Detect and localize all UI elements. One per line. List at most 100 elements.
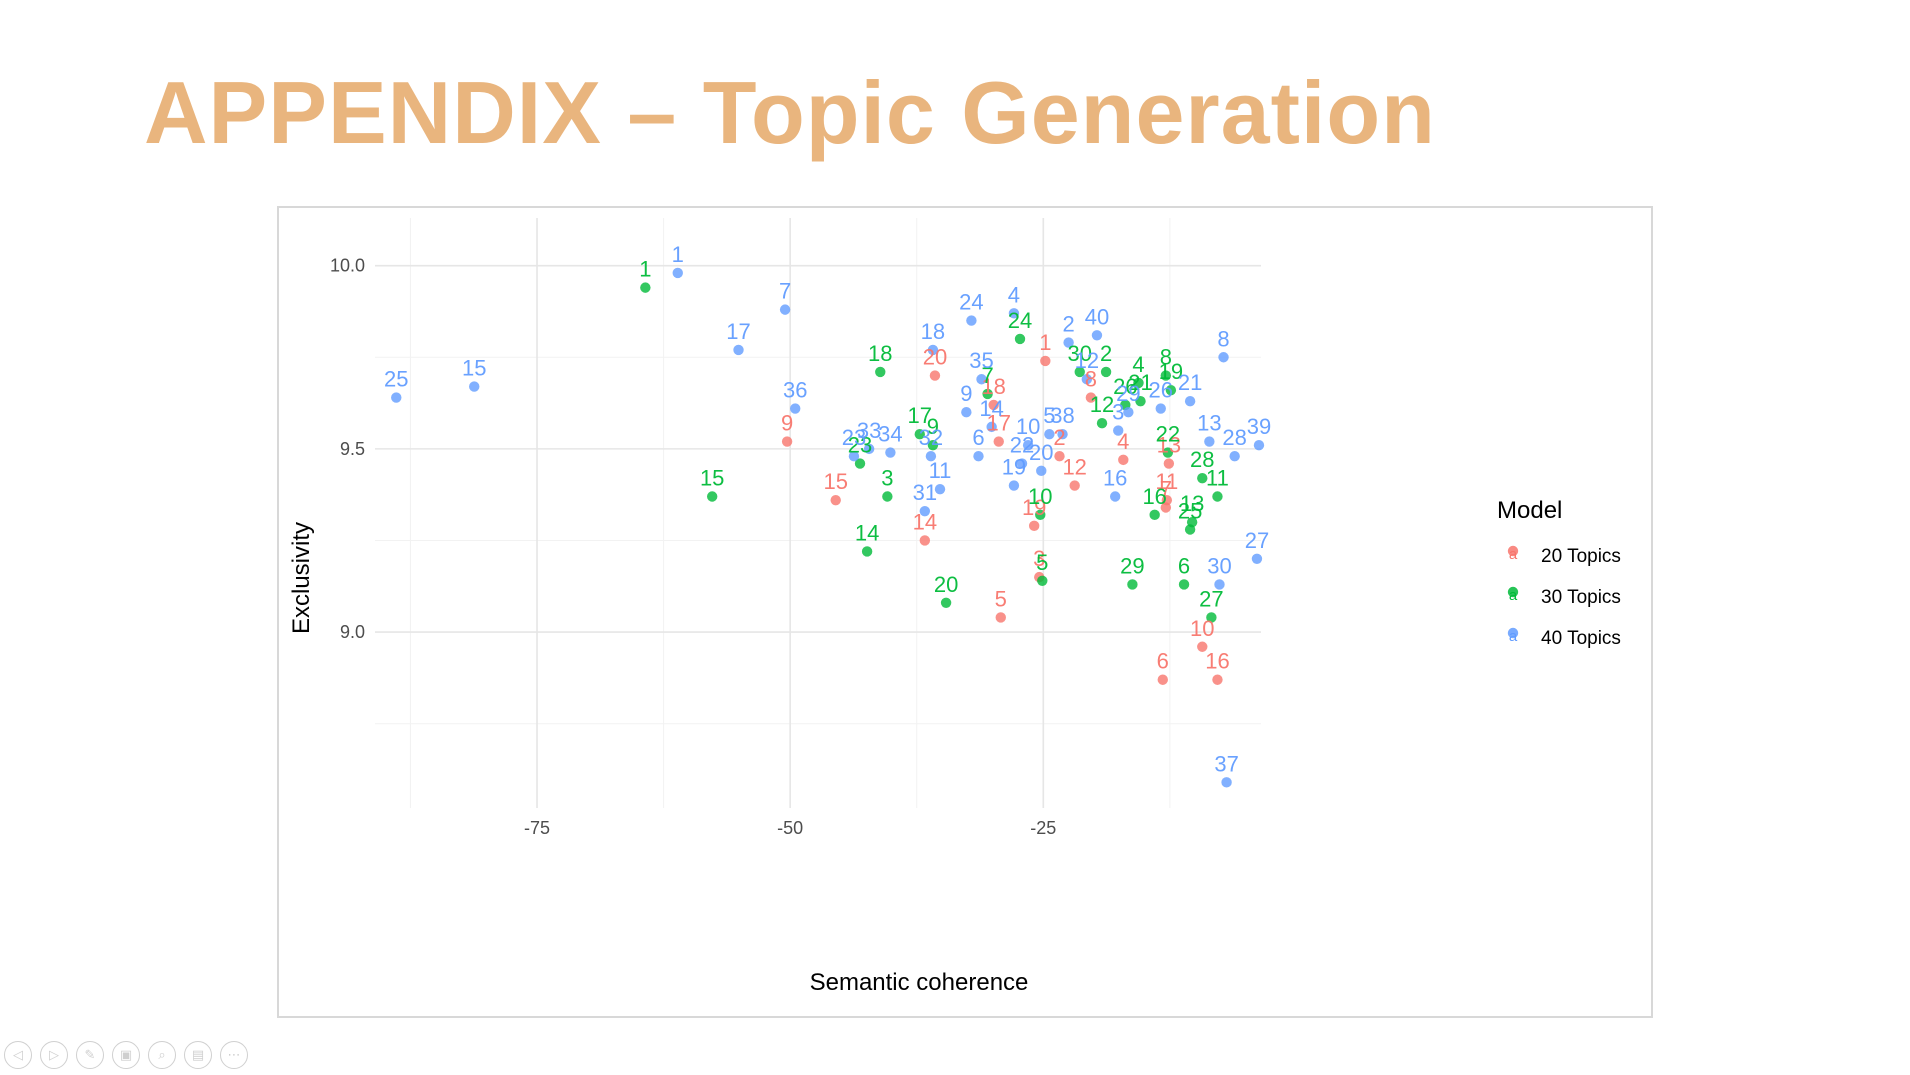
data-point-40-topics <box>973 450 984 462</box>
point-label-30-topics: 22 <box>1156 422 1180 447</box>
data-point-30-topics <box>1206 612 1217 623</box>
point-label-30-topics: 17 <box>908 403 932 428</box>
data-point-30-topics <box>1127 579 1138 590</box>
data-point-30-topics <box>882 491 893 502</box>
data-point-40-topics <box>1155 403 1166 414</box>
data-point-20-topics <box>1161 494 1173 506</box>
more-options-icon[interactable]: ⋯ <box>220 1041 248 1069</box>
point-label-20-topics: 6 <box>1157 649 1169 674</box>
data-point-30-topics <box>1133 377 1144 389</box>
data-point-40-topics <box>1218 352 1229 363</box>
y-tick-label: 9.5 <box>340 439 365 459</box>
y-tick-label: 10.0 <box>330 256 365 276</box>
point-label-40-topics: 31 <box>913 480 937 505</box>
point-label-40-topics: 16 <box>1103 466 1127 491</box>
x-tick-label: -50 <box>777 818 803 838</box>
point-label-20-topics: 15 <box>823 469 847 494</box>
data-point-30-topics <box>1035 509 1046 521</box>
point-label-20-topics: 5 <box>995 586 1007 611</box>
pen-icon[interactable]: ✎ <box>76 1041 104 1069</box>
slides-grid-icon[interactable]: ▣ <box>112 1041 140 1069</box>
point-label-20-topics: 4 <box>1117 429 1129 454</box>
point-label-30-topics: 19 <box>1159 359 1183 384</box>
data-point-20-topics <box>1157 674 1168 685</box>
legend-key-glyph: a <box>1509 546 1518 563</box>
point-label-40-topics: 2 <box>1062 312 1074 337</box>
data-point-30-topics <box>640 282 651 293</box>
point-label-30-topics: 7 <box>981 363 993 388</box>
data-point-20-topics <box>1118 454 1129 466</box>
data-point-20-topics <box>1163 458 1175 469</box>
data-point-30-topics <box>1162 447 1174 458</box>
slideshow-controls: ◁ ▷ ✎ ▣ ⌕ ▤ ⋯ <box>4 1041 248 1069</box>
data-point-30-topics <box>1165 385 1177 396</box>
data-point-20-topics <box>830 494 841 506</box>
point-label-40-topics: 28 <box>1222 425 1246 450</box>
data-point-40-topics <box>469 381 480 392</box>
point-label-40-topics: 27 <box>1245 528 1269 553</box>
data-point-30-topics <box>1135 396 1146 407</box>
subtitles-icon[interactable]: ▤ <box>184 1041 212 1069</box>
data-point-40-topics <box>733 344 744 356</box>
data-point-20-topics <box>1212 674 1223 685</box>
major-gridlines <box>375 218 1261 808</box>
point-label-30-topics: 16 <box>1142 484 1166 509</box>
data-point-40-topics <box>1253 440 1265 451</box>
point-label-40-topics: 36 <box>783 378 807 403</box>
data-point-40-topics <box>885 447 896 458</box>
legend-label: 40 Topics <box>1541 628 1621 649</box>
legend-label: 30 Topics <box>1541 587 1621 608</box>
data-point-30-topics <box>1074 366 1085 378</box>
point-label-30-topics: 26 <box>1113 374 1137 399</box>
data-point-30-topics <box>940 597 952 608</box>
data-point-30-topics <box>1197 472 1208 484</box>
data-point-40-topics <box>1251 553 1263 565</box>
data-point-20-topics <box>995 612 1006 623</box>
point-label-20-topics: 9 <box>781 411 793 436</box>
data-point-30-topics <box>1212 491 1223 502</box>
point-label-40-topics: 29 <box>1116 381 1140 406</box>
point-label-30-topics: 11 <box>1206 466 1229 491</box>
point-label-30-topics: 2 <box>1100 341 1112 366</box>
data-point-20-topics <box>1040 355 1051 367</box>
point-label-20-topics: 19 <box>1022 495 1046 520</box>
point-label-20-topics: 13 <box>1157 433 1181 458</box>
next-slide-icon[interactable]: ▷ <box>40 1041 68 1069</box>
data-point-40-topics <box>1022 440 1034 451</box>
previous-slide-icon[interactable]: ◁ <box>4 1041 32 1069</box>
point-label-30-topics: 8 <box>1160 345 1172 370</box>
point-label-40-topics: 18 <box>921 319 945 344</box>
data-point-20-topics <box>781 436 793 447</box>
data-point-40-topics <box>672 267 683 279</box>
point-label-40-topics: 9 <box>960 381 972 406</box>
data-point-30-topics <box>914 429 925 440</box>
legend-key-point <box>1507 627 1519 639</box>
data-point-40-topics <box>1081 374 1093 385</box>
point-label-30-topics: 24 <box>1008 308 1032 333</box>
point-label-30-topics: 1 <box>639 257 651 282</box>
point-label-40-topics: 6 <box>972 425 984 450</box>
point-label-40-topics: 38 <box>1050 403 1074 428</box>
data-point-40-topics <box>1091 330 1103 341</box>
point-label-40-topics: 39 <box>1247 414 1271 439</box>
point-label-20-topics: 20 <box>923 345 947 370</box>
y-axis-label: Exclusivity <box>288 522 315 634</box>
point-label-20-topics: 16 <box>1205 649 1229 674</box>
point-label-40-topics: 40 <box>1085 304 1109 329</box>
data-point-40-topics <box>925 450 937 462</box>
data-point-40-topics <box>966 315 977 326</box>
data-point-40-topics <box>1016 458 1028 469</box>
point-label-40-topics: 11 <box>929 458 952 483</box>
legend-key-point <box>1507 545 1519 557</box>
data-point-40-topics <box>1123 407 1134 418</box>
data-point-40-topics <box>934 483 946 495</box>
point-label-30-topics: 27 <box>1199 586 1223 611</box>
data-point-40-topics <box>1036 465 1047 477</box>
legend-label: 20 Topics <box>1541 546 1621 567</box>
minor-gridlines <box>375 218 1261 808</box>
zoom-icon[interactable]: ⌕ <box>148 1041 176 1069</box>
data-point-20-topics <box>988 399 999 411</box>
data-point-20-topics <box>993 436 1004 447</box>
point-label-30-topics: 6 <box>1178 553 1190 578</box>
